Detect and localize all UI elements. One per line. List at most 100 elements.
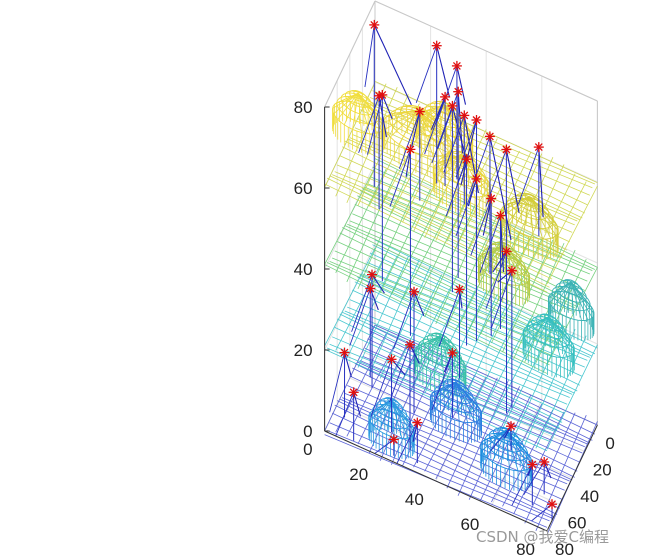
dome-spoke bbox=[549, 281, 572, 303]
dome-spoke bbox=[414, 335, 441, 352]
point-marker bbox=[386, 354, 397, 365]
mesh-line bbox=[374, 324, 598, 426]
dome-spoke bbox=[434, 154, 463, 175]
z-tick-label: 40 bbox=[294, 260, 313, 279]
marker-stroke bbox=[460, 111, 469, 120]
marker-stroke bbox=[455, 285, 464, 294]
dome-spoke bbox=[523, 196, 531, 235]
marker-stroke bbox=[472, 174, 481, 183]
mesh-line bbox=[329, 260, 553, 356]
point-stem bbox=[470, 198, 492, 256]
mesh-line bbox=[337, 318, 560, 429]
mesh-line bbox=[479, 394, 532, 502]
dome-ring bbox=[429, 101, 460, 121]
point-marker bbox=[367, 269, 377, 280]
mesh-line bbox=[344, 392, 568, 485]
dome-spoke bbox=[419, 335, 441, 363]
dome-spoke bbox=[455, 381, 471, 400]
point-stem bbox=[389, 149, 411, 207]
mesh-line bbox=[339, 313, 563, 423]
mesh-line bbox=[390, 115, 443, 215]
dome-spoke bbox=[485, 429, 507, 457]
dome-spoke bbox=[548, 281, 572, 299]
point-stem bbox=[371, 274, 385, 294]
dome-spoke bbox=[416, 335, 441, 348]
point-stem bbox=[389, 344, 411, 403]
dome-spoke bbox=[548, 316, 561, 358]
marker-stroke bbox=[406, 340, 414, 349]
marker-stroke bbox=[370, 20, 379, 29]
point-stem bbox=[492, 251, 507, 273]
dome-spoke bbox=[527, 316, 550, 344]
point-marker bbox=[339, 347, 350, 358]
mesh-line bbox=[374, 80, 598, 184]
mesh-line bbox=[339, 232, 563, 342]
mesh-line bbox=[334, 250, 558, 346]
dome-spoke bbox=[524, 316, 549, 329]
axes-box-front bbox=[324, 106, 598, 532]
marker-stroke bbox=[548, 500, 556, 509]
mesh-line bbox=[524, 328, 576, 446]
dome-spoke bbox=[391, 399, 409, 439]
z-tick-label: 80 bbox=[294, 98, 313, 117]
point-stem bbox=[505, 149, 520, 213]
point-marker bbox=[539, 457, 550, 467]
point-stem bbox=[413, 291, 425, 316]
x-tick-label: 60 bbox=[568, 514, 587, 533]
marker-stroke bbox=[507, 266, 516, 275]
point-stem bbox=[460, 119, 478, 186]
mesh-line bbox=[329, 422, 553, 519]
point-stem bbox=[431, 352, 453, 411]
point-stem bbox=[479, 215, 501, 273]
dome-spoke bbox=[481, 429, 507, 451]
mesh-line bbox=[324, 264, 548, 374]
dome-spoke bbox=[369, 399, 392, 421]
mesh-line bbox=[424, 204, 476, 318]
mesh-line bbox=[367, 183, 590, 275]
dome-spoke bbox=[570, 281, 577, 296]
dome-spoke bbox=[449, 381, 457, 419]
mesh-line bbox=[524, 412, 576, 524]
point-marker bbox=[414, 106, 425, 117]
point-stem bbox=[409, 344, 420, 364]
dome-spoke bbox=[441, 381, 457, 414]
mesh-line bbox=[367, 100, 590, 196]
marker-stroke bbox=[496, 211, 505, 220]
marker-stroke bbox=[502, 247, 511, 256]
point-marker bbox=[453, 86, 464, 97]
point-stem bbox=[329, 352, 345, 413]
point-marker bbox=[533, 142, 544, 153]
dome-spoke bbox=[383, 109, 418, 123]
mesh-line bbox=[535, 181, 587, 279]
point-marker bbox=[388, 434, 399, 445]
point-stem bbox=[455, 119, 477, 178]
marker-stroke bbox=[368, 270, 376, 279]
marker-stroke bbox=[410, 287, 418, 296]
y-axis-line bbox=[324, 430, 548, 532]
dome-spoke bbox=[548, 316, 563, 334]
dome-spoke bbox=[417, 104, 445, 115]
dome-spoke bbox=[570, 281, 575, 320]
mesh-line bbox=[369, 330, 593, 441]
point-marker bbox=[405, 339, 415, 350]
point-stem bbox=[482, 198, 492, 236]
point-stems bbox=[329, 24, 553, 522]
point-marker bbox=[495, 210, 506, 221]
mesh-line bbox=[357, 195, 580, 305]
dome-spoke bbox=[386, 399, 392, 435]
marker-stroke bbox=[540, 458, 549, 466]
dome-spoke bbox=[357, 92, 365, 106]
dome-spoke bbox=[434, 335, 441, 373]
point-stem bbox=[364, 24, 375, 88]
marker-stroke bbox=[452, 61, 461, 70]
z-tick-label: 60 bbox=[294, 179, 313, 198]
marker-stroke bbox=[432, 41, 441, 50]
point-stem bbox=[424, 96, 446, 155]
point-marker bbox=[501, 144, 512, 155]
x-tick-label: 0 bbox=[605, 434, 614, 453]
mesh-line bbox=[379, 188, 431, 294]
dome-spoke bbox=[482, 429, 507, 442]
point-stem bbox=[443, 115, 465, 173]
point-marker bbox=[461, 154, 472, 165]
